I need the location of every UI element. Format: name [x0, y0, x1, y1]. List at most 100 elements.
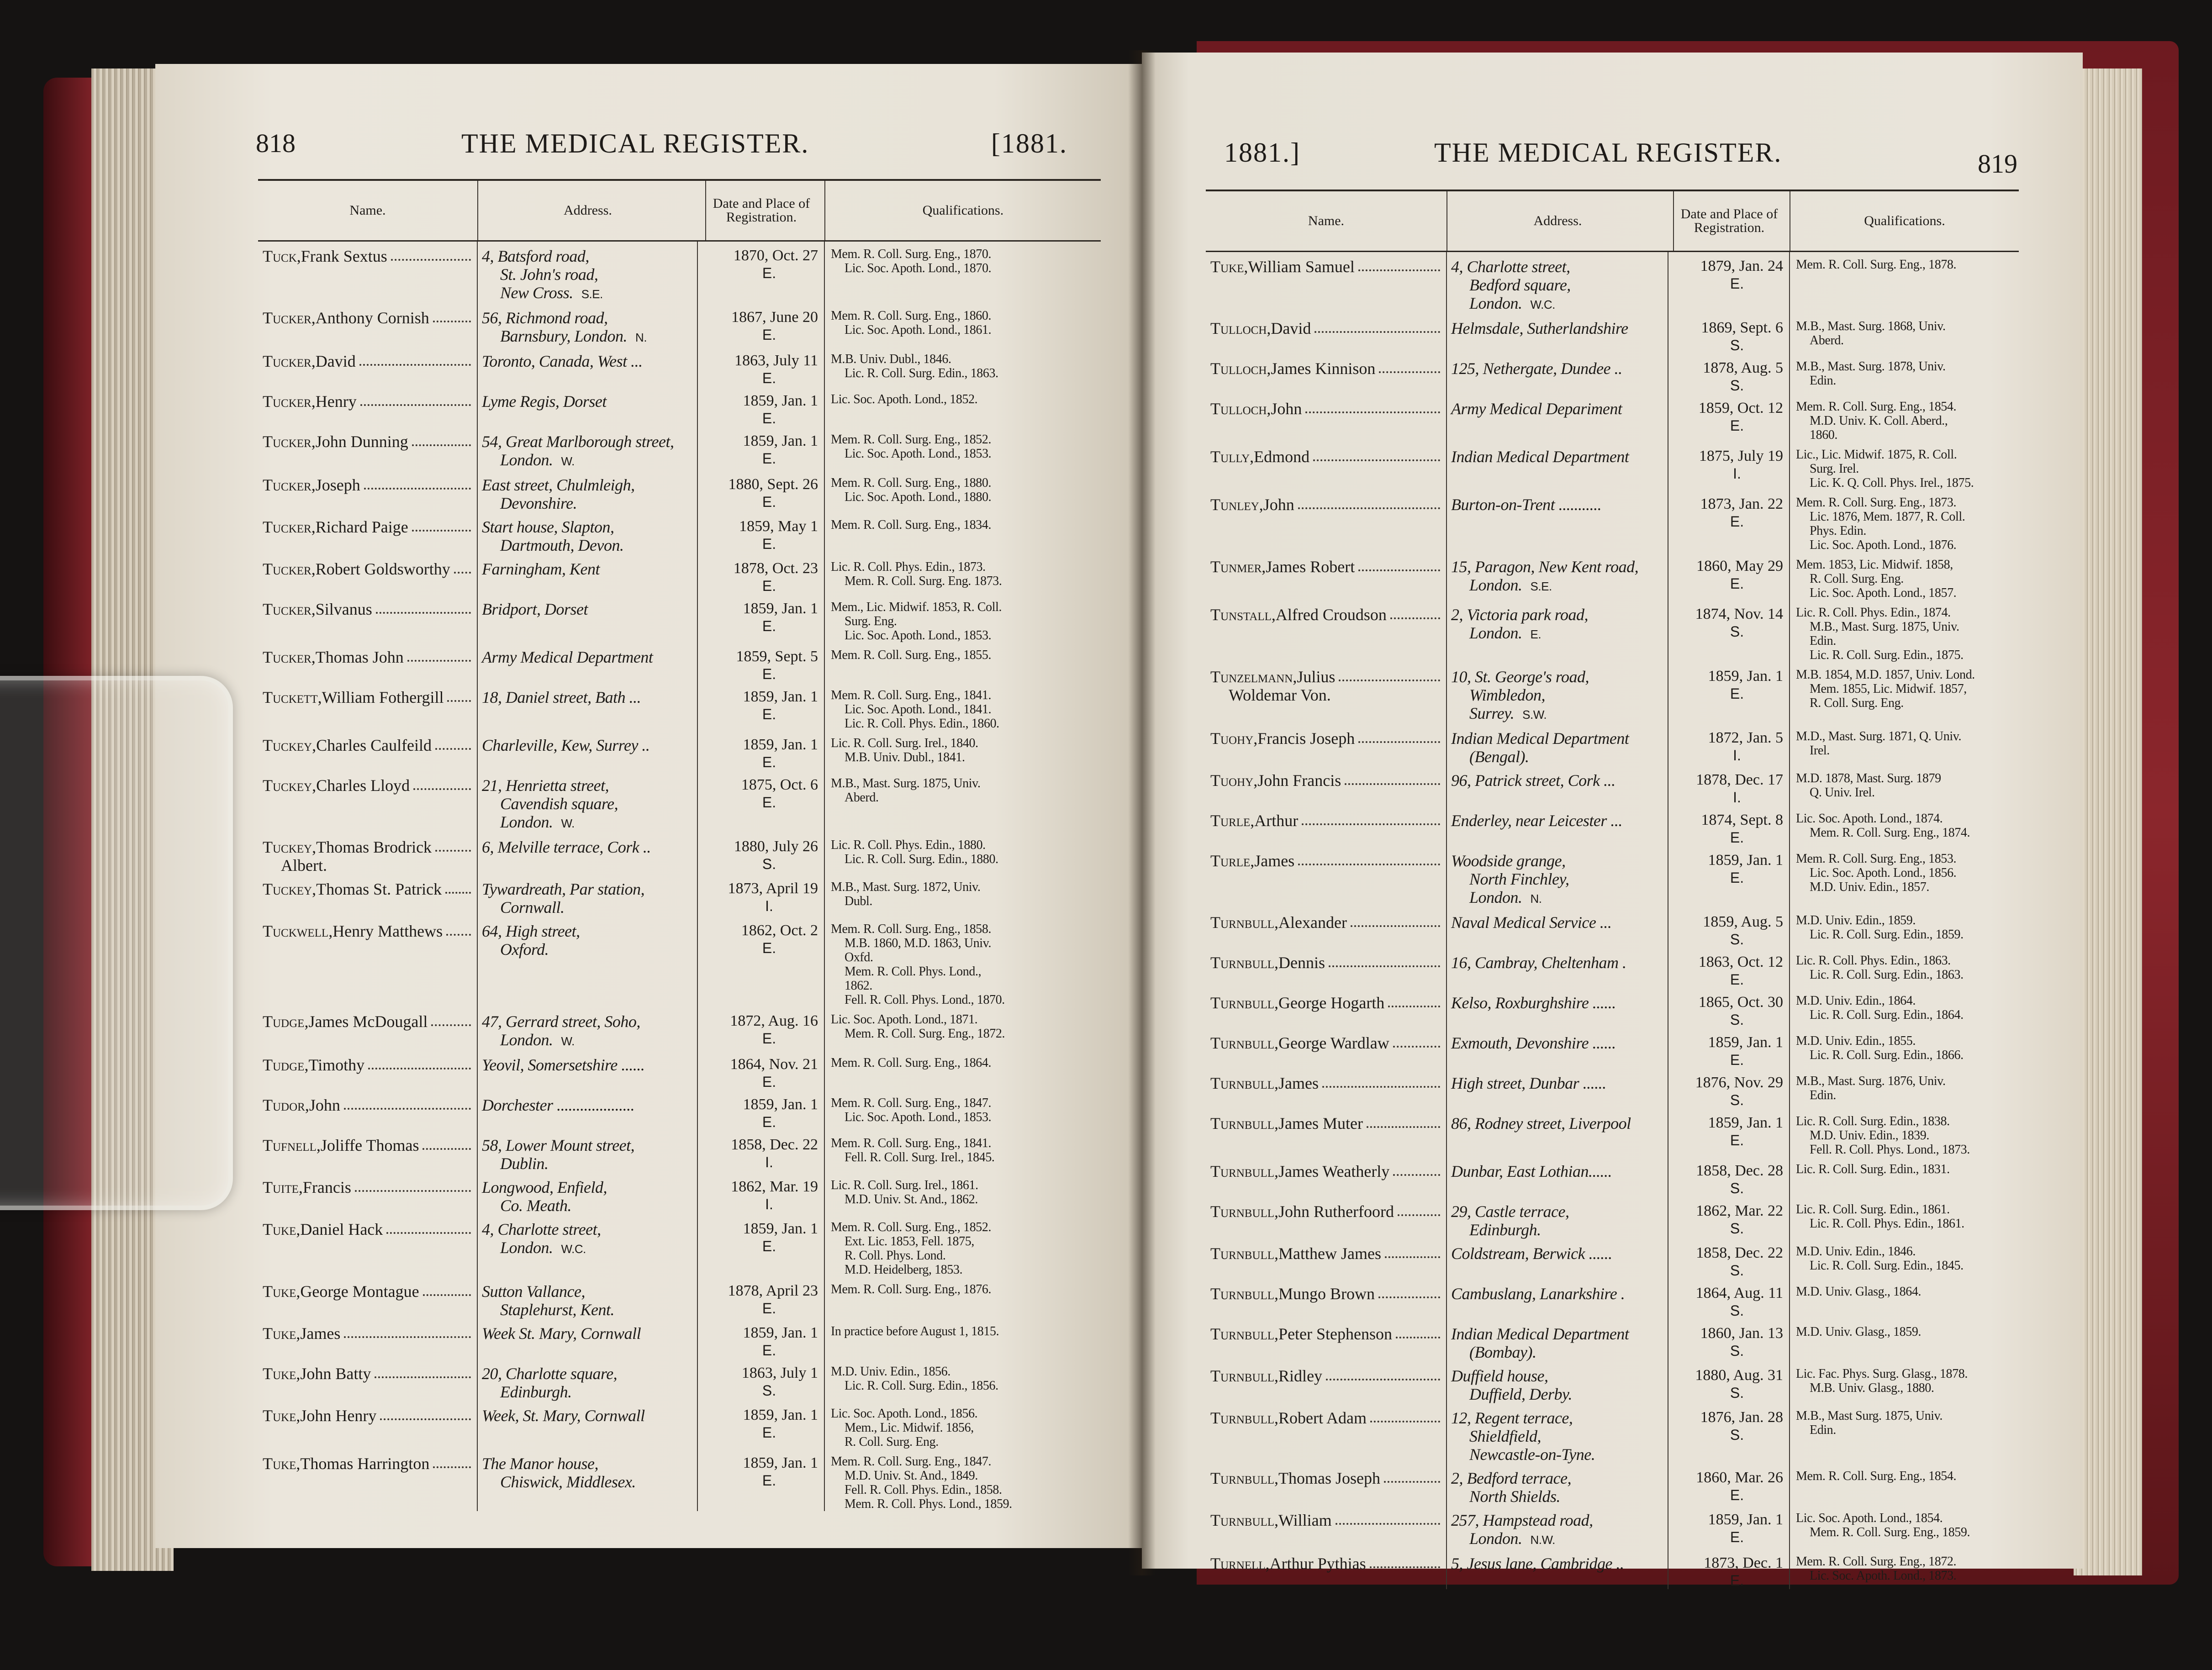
name-line: TunleyJohn — [1210, 495, 1442, 514]
entry-address: 10, St. George's road, Wimbledon, Surrey. S… — [1447, 668, 1668, 724]
qualification-line: M.B., Mast. Surg. 1868, Univ. — [1796, 319, 1946, 333]
qualification-line: Mem. R. Coll. Surg. Eng., 1860. — [831, 309, 992, 323]
registration-date: 1859, Jan. 1 — [743, 392, 818, 409]
qualification-line: M.D. Univ. Glasg., 1859. — [1796, 1325, 1922, 1339]
register-entry: TurleJames Woodside grange,North Finchley… — [1206, 846, 2019, 908]
address-text: Dunbar, East Lothian...... — [1451, 1162, 1612, 1180]
entry-registration: 1858, Dec. 28 S. — [1668, 1162, 1790, 1197]
entry-qualifications: Mem. R. Coll. Surg. Eng., 1847. Lic. Soc.… — [824, 1096, 1101, 1131]
surname: Turnbull — [1210, 1409, 1278, 1427]
entry-registration: 1873, April 19 I. — [697, 880, 824, 917]
address-text: Edinburgh. — [1469, 1221, 1541, 1239]
registration-place: S. — [1730, 1385, 1744, 1401]
register-entry: TurnbullRobert Adam 12, Regent terrace,Sh… — [1206, 1403, 2019, 1464]
address-line: 18, Daniel street, Bath ... — [482, 688, 693, 706]
forenames: Anthony Cornish — [315, 309, 429, 327]
dot-leader — [1315, 319, 1440, 333]
register-entry: TunleyJohn Burton-on-Trent ........... 187… — [1206, 490, 2019, 552]
address-line: North Finchley, — [1451, 870, 1663, 888]
address-line: London. W. — [482, 451, 693, 470]
register-entry: TukeJames Week St. Mary, Cornwall 1859, Ja… — [258, 1319, 1101, 1359]
registration-date: 1878, Oct. 23 — [733, 560, 818, 577]
entry-qualifications: Lic. R. Coll. Phys. Edin., 1874. M.B., Ma… — [1790, 606, 2019, 662]
registration-place: E. — [762, 618, 776, 634]
registration-place: E. — [762, 1074, 776, 1090]
qualification-line: Mem. R. Coll. Surg. Eng., 1872. — [1796, 1554, 1957, 1569]
address-line: Longwood, Enfield, — [482, 1178, 693, 1196]
entry-address: Burton-on-Trent ........... — [1447, 495, 1668, 552]
qualification-line: Mem. R. Coll. Surg. Eng., 1853. — [1796, 852, 1957, 866]
entry-name: TuckerThomas John — [258, 648, 477, 683]
qualification-line: Lic. Soc. Apoth. Lond., 1857. — [1810, 586, 1957, 600]
qualification-line: Mem. R. Coll. Surg. Eng., 1854. — [1796, 400, 1957, 414]
entry-qualifications: M.B., Mast. Surg. 1878, Univ. Edin. — [1790, 359, 2019, 394]
entry-name: TuohyJohn Francis — [1206, 771, 1447, 806]
registration-place: E. — [1730, 1487, 1744, 1503]
registration-place: E. — [1730, 275, 1744, 292]
surname: Tucker — [263, 432, 316, 451]
address-line: Army Medical Depariment — [1451, 400, 1663, 418]
qualification-line: Edin. — [1810, 1088, 1836, 1102]
entry-registration: 1878, Dec. 17 I. — [1668, 771, 1790, 806]
address-line: 5, Jesus lane, Cambridge .. — [1451, 1554, 1663, 1573]
entry-name: TuckettWilliam Fothergill — [258, 688, 477, 731]
forenames: Thomas Joseph — [1278, 1469, 1381, 1487]
register-entry: TurnbullWilliam 257, Hampstead road,Londo… — [1206, 1506, 2019, 1549]
entry-qualifications: Mem. R. Coll. Surg. Eng., 1855. — [824, 648, 1101, 683]
qualification-line: Mem. 1855, Lic. Midwif. 1857, — [1810, 682, 1967, 696]
register-entry: TurleArthur Enderley, near Leicester ... 1… — [1206, 806, 2019, 846]
address-text: Co. Meath. — [500, 1196, 571, 1215]
registration-place: E. — [762, 410, 776, 427]
address-line: Burton-on-Trent ........... — [1451, 495, 1663, 514]
entry-qualifications: Mem. R. Coll. Surg. Eng., 1860. Lic. Soc.… — [824, 309, 1101, 347]
entry-name: TufnellJoliffe Thomas — [258, 1136, 477, 1173]
registration-date: 1863, Oct. 12 — [1698, 954, 1783, 970]
surname: Turnbull — [1210, 1285, 1278, 1303]
dot-leader — [344, 1324, 471, 1338]
entry-address: 125, Nethergate, Dundee .. — [1447, 359, 1668, 394]
dot-leader — [1390, 606, 1440, 619]
registration-date: 1859, Sept. 5 — [736, 648, 818, 665]
name-line: TuiteFrancis — [263, 1178, 473, 1196]
name-line: TuckeyThomas St. Patrick — [263, 880, 473, 898]
name-line: TuckeyCharles Caulfeild — [263, 736, 473, 754]
entry-address: 4, Batsford road, St. John's road, New Cro… — [477, 247, 697, 303]
registration-date: 1874, Sept. 8 — [1701, 811, 1783, 828]
entry-registration: 1878, Oct. 23 E. — [697, 560, 824, 595]
name-line: TurnbullMatthew James — [1210, 1244, 1442, 1263]
postal-district: W.C. — [561, 1242, 586, 1256]
qualification-line: M.D. Univ. K. Coll. Aberd., — [1810, 414, 1948, 428]
entry-registration: 1859, Jan. 1 E. — [1668, 1114, 1790, 1157]
entry-registration: 1879, Jan. 24 E. — [1668, 258, 1790, 314]
registration-date: 1858, Dec. 22 — [1696, 1244, 1783, 1261]
entry-name: TunleyJohn — [1206, 495, 1447, 552]
column-header-address: Address. — [477, 181, 697, 240]
address-text: Staplehurst, Kent. — [500, 1301, 615, 1319]
dot-leader — [1335, 1511, 1440, 1525]
surname: Tucker — [263, 518, 316, 536]
name-line: TurleArthur — [1210, 811, 1442, 830]
forenames: George Montague — [300, 1282, 419, 1301]
entry-name: TullochJohn — [1206, 400, 1447, 442]
address-text: Surrey. — [1469, 704, 1515, 722]
entry-address: 96, Patrick street, Cork ... — [1447, 771, 1668, 806]
registration-date: 1859, Jan. 1 — [1708, 668, 1783, 685]
surname: Tuite — [263, 1178, 303, 1196]
entry-address: Army Medical Department — [477, 648, 697, 683]
forenames: James Kinnison — [1271, 359, 1376, 378]
entry-qualifications: Mem. R. Coll. Surg. Eng., 1852. Ext. Lic.… — [824, 1220, 1101, 1277]
address-line: London. W. — [482, 813, 693, 832]
forenames: George Wardlaw — [1278, 1034, 1389, 1052]
address-line: Week, St. Mary, Cornwall — [482, 1407, 693, 1425]
entry-address: Start house, Slapton, Dartmouth, Devon. — [477, 518, 697, 554]
dot-leader — [1358, 558, 1440, 571]
register-entry: TunstallAlfred Croudson 2, Victoria park … — [1206, 600, 2019, 662]
register-entry: TurnbullGeorge Hogarth Kelso, Roxburghshi… — [1206, 988, 2019, 1028]
address-text: Indian Medical Department — [1451, 729, 1629, 748]
address-text: Cambuslang, Lanarkshire . — [1451, 1285, 1625, 1303]
entry-registration: 1859, Jan. 1 E. — [697, 1407, 824, 1449]
registration-date: 1859, Aug. 5 — [1703, 913, 1783, 930]
qualification-line: Q. Univ. Irel. — [1810, 785, 1875, 800]
name-line: TuckerJohn Dunning — [263, 432, 473, 451]
